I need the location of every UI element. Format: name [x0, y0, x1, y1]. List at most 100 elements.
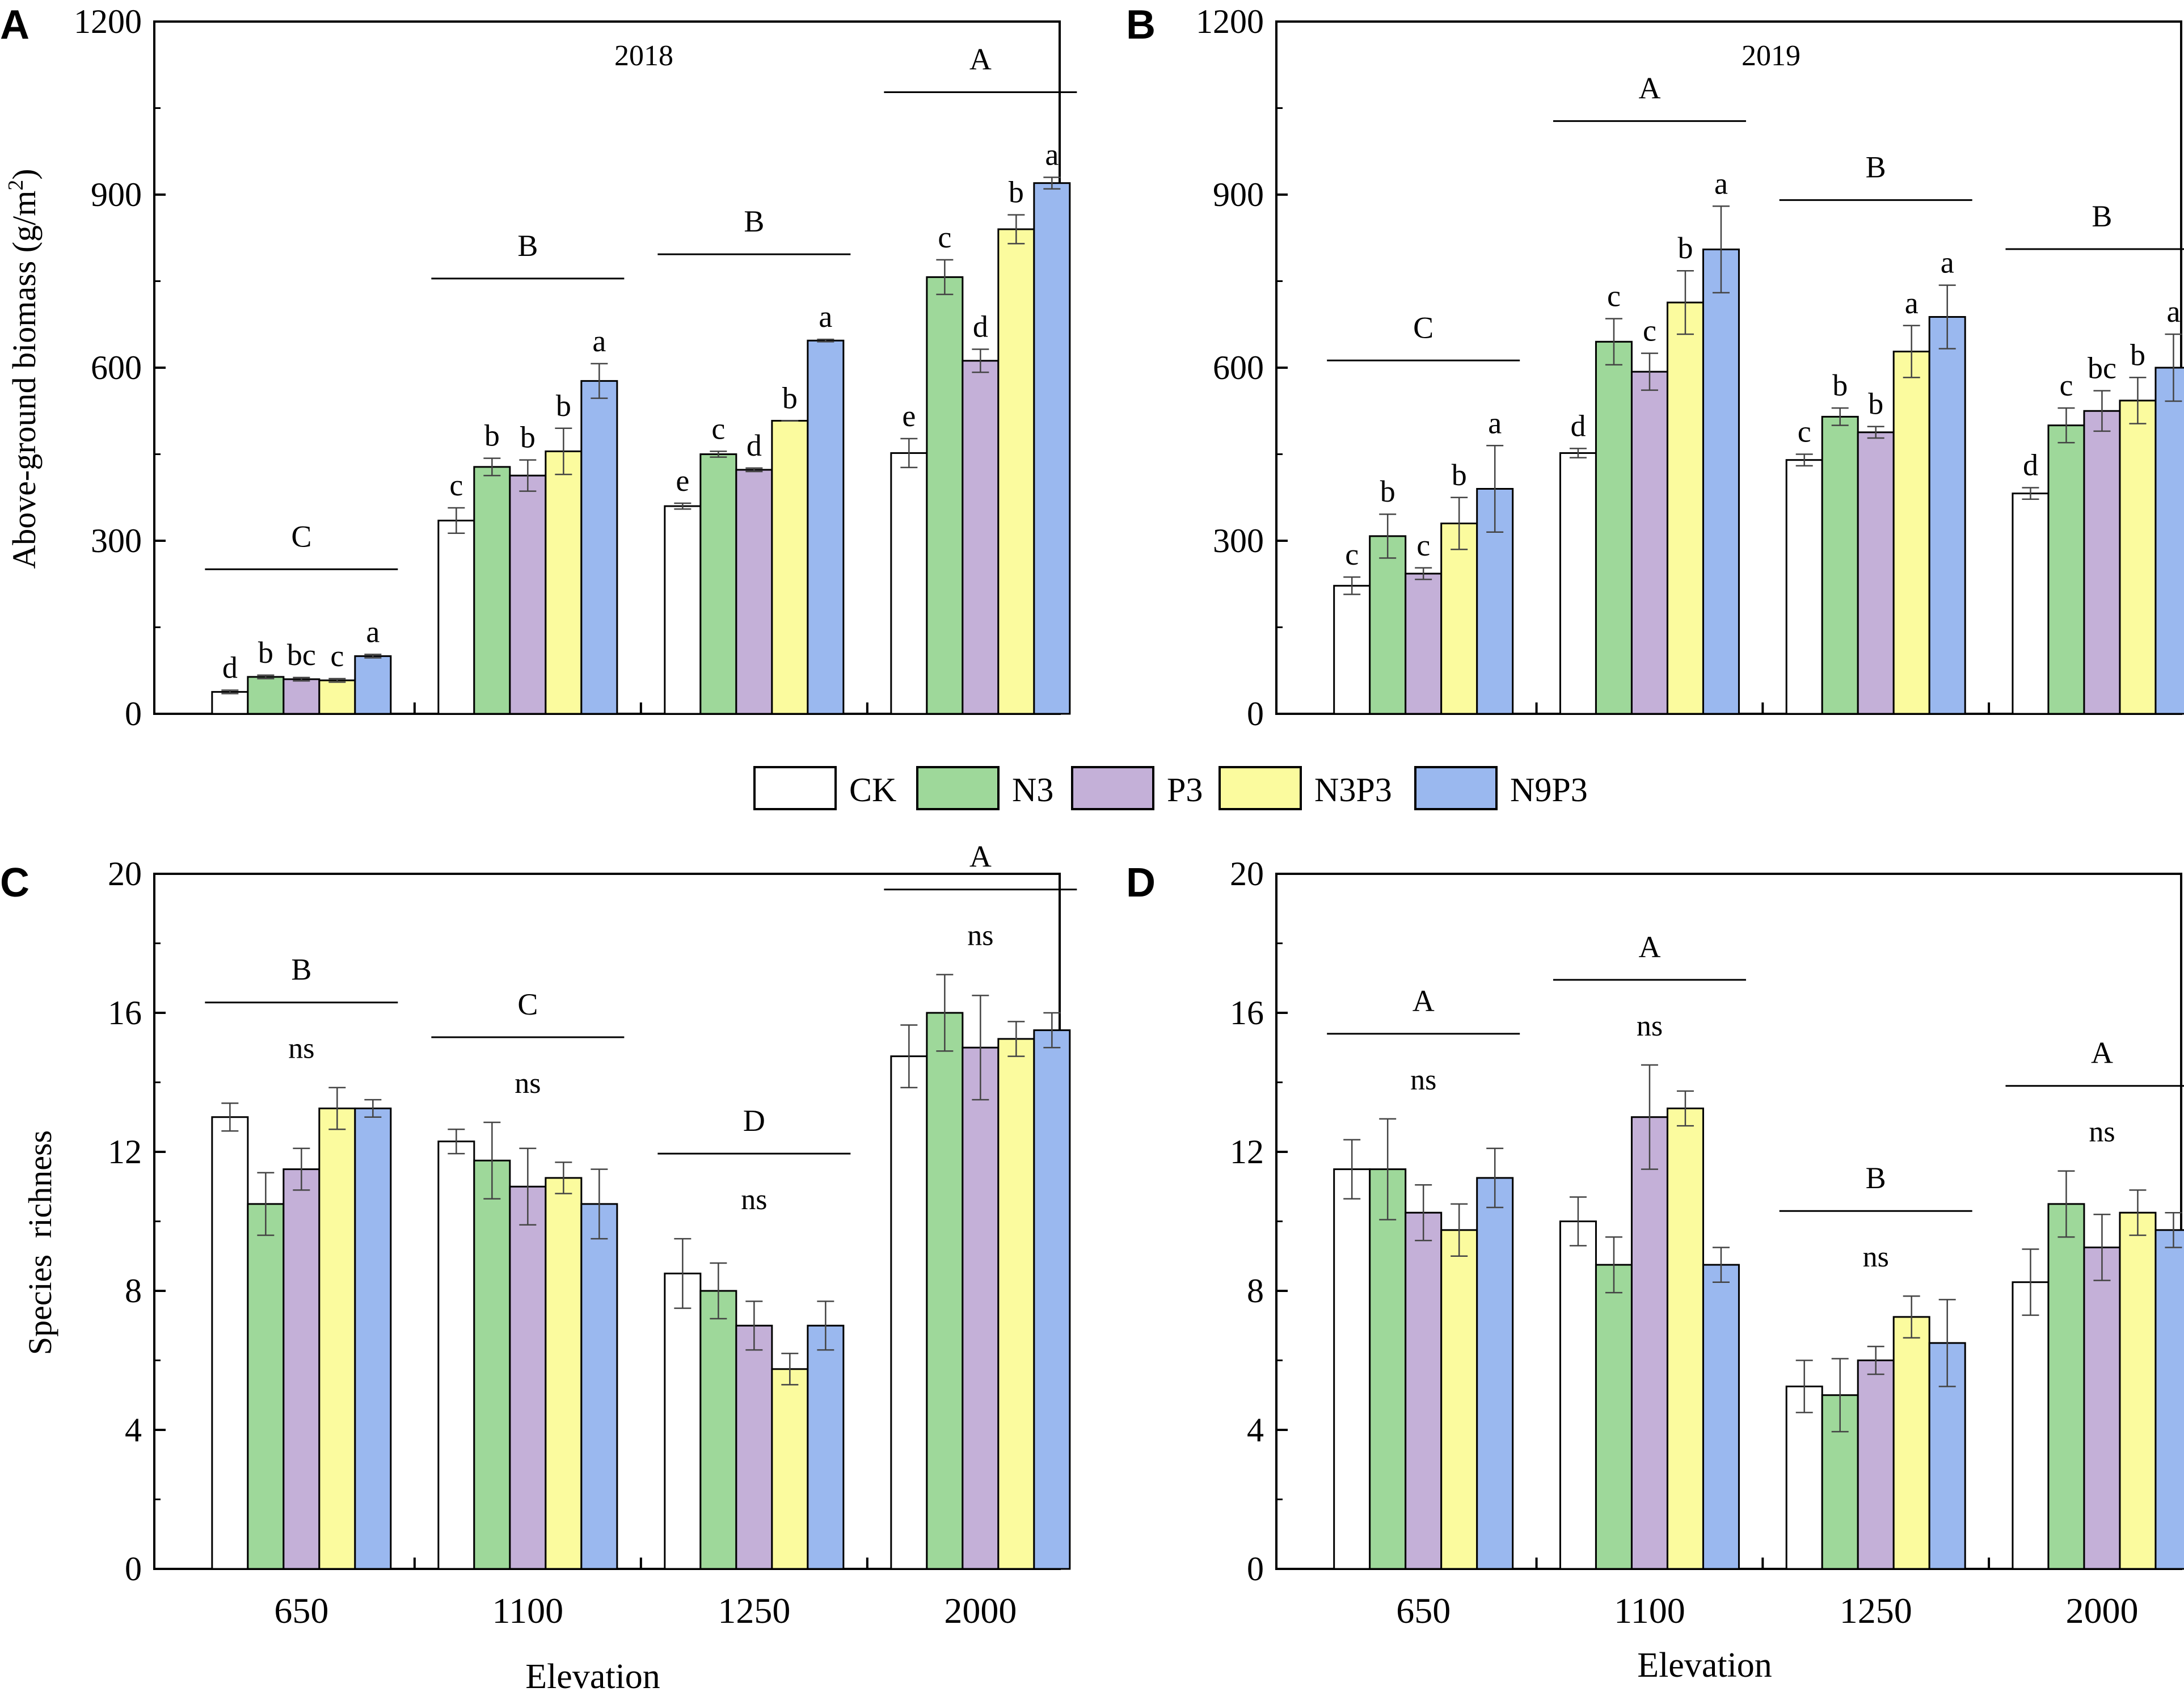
- panel-b-bar-n9p3-2000: [2155, 367, 2184, 715]
- panel-c-bar-p3-1100: [509, 1185, 547, 1570]
- panel-a-sig-letter: a: [366, 615, 380, 649]
- panel-c-bar-n9p3-650: [354, 1107, 392, 1570]
- panel-a-group-letter: B: [517, 229, 538, 263]
- panel-a-bar-n9p3-2000: [1033, 182, 1071, 715]
- panel-d-xtick-label: 2000: [2065, 1590, 2138, 1631]
- panel-a-sig-letter: c: [449, 468, 463, 502]
- panel-a-sig-letter: e: [902, 399, 916, 433]
- panel-d-ytick-label: 4: [1247, 1411, 1264, 1449]
- panel-d-bar-n3-2000: [2047, 1203, 2085, 1570]
- panel-d-ytick-label: 16: [1230, 994, 1264, 1032]
- panel-a-sig-letter: a: [592, 324, 606, 358]
- panel-b-bar-n3p3-1250: [1892, 351, 1930, 715]
- panel-b-ytick-label: 0: [1247, 695, 1264, 733]
- panel-b-sig-letter: b: [2130, 338, 2145, 372]
- panel-d-bar-ck-2000: [2012, 1281, 2050, 1570]
- panel-b-sig-letter: b: [1832, 368, 1848, 402]
- panel-b-bar-n3p3-2000: [2119, 399, 2157, 715]
- panel-a-sig-letter: bc: [287, 638, 316, 672]
- panel-c-bar-ck-2000: [890, 1055, 928, 1570]
- panel-d-bar-n9p3-1100: [1702, 1264, 1740, 1570]
- panel-d-bar-p3-1100: [1630, 1116, 1668, 1570]
- panel-c-bar-n9p3-1100: [580, 1203, 618, 1570]
- panel-a-ytick-label: 0: [125, 695, 142, 733]
- legend: CK N3 P3 N3P3 N9P3: [753, 766, 1588, 810]
- panel-b-group-letter: C: [1413, 310, 1433, 344]
- panel-d-bar-n3p3-2000: [2119, 1211, 2157, 1570]
- panel-b-sig-letter: b: [1380, 474, 1395, 508]
- panel-b-ytick-label: 600: [1213, 349, 1264, 386]
- panel-b-group-letter: B: [2092, 199, 2112, 233]
- panel-b-sig-letter: a: [1941, 246, 1954, 280]
- panel-d-bar-p3-1250: [1857, 1360, 1895, 1570]
- panel-a-bar-ck-1250: [664, 505, 702, 715]
- panel-a-sig-letter: d: [222, 650, 238, 684]
- panel-b-bar-n9p3-650: [1476, 488, 1514, 715]
- panel-d-bar-n3p3-1100: [1666, 1107, 1704, 1570]
- panel-a-sig-letter: b: [520, 420, 536, 454]
- panel-c-bar-n3p3-2000: [997, 1038, 1035, 1570]
- panel-d-bar-ck-1250: [1785, 1385, 1823, 1570]
- panel-a-ytick-label: 900: [91, 176, 142, 213]
- panel-b-sig-letter: b: [1452, 458, 1467, 492]
- panel-d-group-letter: B: [1866, 1161, 1886, 1195]
- panel-c-bar-p3-1250: [735, 1324, 773, 1570]
- panel-c-bar-n3p3-650: [318, 1107, 356, 1570]
- panel-c-group-letter: D: [743, 1104, 765, 1138]
- panel-a-bar-n9p3-650: [354, 655, 392, 715]
- legend-label-n3p3: N3P3: [1314, 771, 1392, 809]
- panel-b-sig-letter: c: [1345, 537, 1359, 571]
- panel-a-bar-p3-1250: [735, 469, 773, 715]
- panel-b-bar-p3-1250: [1857, 431, 1895, 715]
- panel-c-xlabel: Elevation: [525, 1657, 660, 1696]
- panel-c-bar-ck-1100: [437, 1141, 475, 1570]
- panel-c-bar-p3-650: [283, 1168, 321, 1570]
- panel-d-ns-label: ns: [1863, 1241, 1889, 1273]
- panel-d-bar-p3-2000: [2083, 1246, 2121, 1570]
- panel-b-bar-n3-1100: [1595, 340, 1633, 715]
- panel-c-bar-n3-1250: [699, 1290, 737, 1570]
- panel-a-bar-p3-650: [283, 678, 321, 715]
- panel-d-group-letter: A: [1413, 984, 1435, 1018]
- legend-label-n3: N3: [1012, 771, 1053, 809]
- panel-a-sig-letter: b: [556, 389, 571, 423]
- panel-d-xtick-label: 1100: [1614, 1590, 1685, 1631]
- panel-a-bar-ck-1100: [437, 519, 475, 715]
- panel-c-xtick-label: 2000: [944, 1590, 1017, 1631]
- panel-b-sig-letter: bc: [2088, 351, 2116, 385]
- panel-b-bar-p3-650: [1405, 573, 1443, 715]
- panel-a-sig-letter: b: [258, 636, 273, 670]
- panel-a-sig-letter: a: [1045, 138, 1059, 172]
- panel-b-sig-letter: c: [1643, 314, 1656, 348]
- panel-d-ytick-label: 0: [1247, 1550, 1264, 1588]
- panel-c-bar-n9p3-1250: [807, 1324, 845, 1570]
- panel-c-marks: 0 4 8 12 16 20 650 Bns 1100 Cns 1250 Dns 2000 Ans: [108, 840, 1077, 1631]
- panel-b-bar-ck-650: [1333, 584, 1371, 715]
- panel-a-sig-letter: b: [1009, 175, 1024, 209]
- panel-a-group-letter: C: [291, 519, 311, 553]
- panel-d-xlabel: Elevation: [1637, 1646, 1772, 1685]
- panel-d-bar-p3-650: [1405, 1211, 1443, 1570]
- panel-c-bar-ck-650: [211, 1116, 249, 1570]
- panel-b-group-letter: A: [1638, 71, 1660, 105]
- panel-a-sig-letter: b: [484, 419, 500, 453]
- panel-b-bar-n3p3-650: [1440, 523, 1478, 715]
- panel-c-bar-ck-1250: [664, 1272, 702, 1570]
- panel-c-bar-n3p3-1250: [771, 1368, 809, 1570]
- panel-c-ns-label: ns: [967, 920, 993, 952]
- panel-a-bar-n9p3-1100: [580, 380, 618, 715]
- panel-b-ytick-label: 1200: [1196, 3, 1264, 40]
- panel-c-bar-n9p3-2000: [1033, 1029, 1071, 1570]
- panel-a-sig-letter: e: [676, 464, 689, 498]
- panel-b-sig-letter: a: [1905, 286, 1919, 320]
- panel-a-bar-n3p3-2000: [997, 228, 1035, 715]
- panel-b-ytick-label: 300: [1213, 522, 1264, 559]
- panel-d-bar-n3p3-650: [1440, 1229, 1478, 1570]
- panel-d-letter: D: [1126, 860, 1156, 906]
- panel-c-ns-label: ns: [288, 1033, 314, 1065]
- panel-a-ytick-label: 300: [91, 522, 142, 559]
- panel-a-group-letter: B: [744, 204, 764, 238]
- panel-b-bar-p3-2000: [2083, 410, 2121, 715]
